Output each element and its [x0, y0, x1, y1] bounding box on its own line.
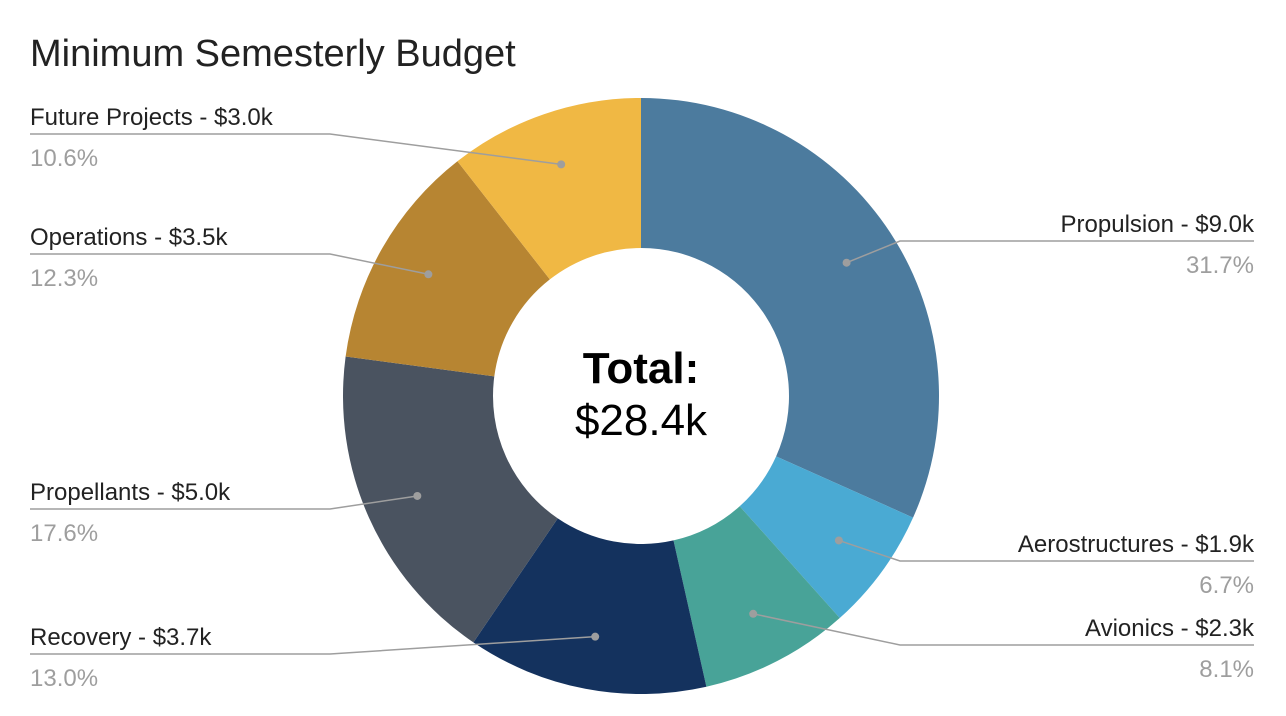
slice-label-operations: Operations - $3.5k: [30, 224, 228, 251]
leader-dot-propellants: [413, 491, 422, 500]
leader-dot-recovery: [591, 632, 600, 641]
slice-label-recovery: Recovery - $3.7k: [30, 624, 212, 651]
slice-percent-propellants: 17.6%: [30, 520, 98, 547]
slice-future-projects: [457, 98, 641, 280]
center-total-label: Total:: [583, 344, 700, 393]
leader-line-group: [30, 133, 1254, 655]
leader-dot-propulsion: [842, 258, 851, 267]
leader-dot-future-projects: [557, 160, 566, 169]
slice-operations: [345, 161, 550, 377]
slice-avionics: [673, 506, 840, 687]
leader-dot-operations: [424, 270, 433, 279]
slice-group: [343, 98, 940, 694]
chart-title: Minimum Semesterly Budget: [30, 33, 516, 75]
slice-propulsion: [641, 98, 940, 518]
leader-line-aerostructures: [838, 539, 1254, 562]
leader-line-future-projects: [30, 133, 562, 166]
slice-label-group: Propulsion - $9.0k 31.7% Aerostructures - …: [30, 104, 1255, 692]
slice-percent-propulsion: 31.7%: [1186, 252, 1254, 279]
slice-label-aerostructures: Aerostructures - $1.9k: [1018, 531, 1255, 558]
slice-percent-recovery: 13.0%: [30, 665, 98, 692]
center-total-value: $28.4k: [575, 396, 708, 445]
slice-percent-future-projects: 10.6%: [30, 145, 98, 172]
leader-line-propellants: [30, 495, 418, 510]
slice-label-propulsion: Propulsion - $9.0k: [1061, 211, 1255, 238]
slice-percent-avionics: 8.1%: [1199, 656, 1254, 683]
slice-label-avionics: Avionics - $2.3k: [1085, 615, 1255, 642]
slice-label-future-projects: Future Projects - $3.0k: [30, 104, 274, 131]
leader-dot-avionics: [749, 609, 758, 618]
slice-recovery: [473, 518, 707, 694]
slice-percent-operations: 12.3%: [30, 265, 98, 292]
leader-line-propulsion: [846, 240, 1254, 264]
slice-percent-aerostructures: 6.7%: [1199, 572, 1254, 599]
slice-aerostructures: [739, 456, 914, 619]
leader-dot-aerostructures: [834, 536, 843, 545]
leader-line-operations: [30, 253, 429, 276]
leader-line-avionics: [753, 613, 1254, 646]
slice-propellants: [343, 356, 558, 643]
leader-line-recovery: [30, 635, 596, 655]
slice-label-propellants: Propellants - $5.0k: [30, 479, 231, 506]
